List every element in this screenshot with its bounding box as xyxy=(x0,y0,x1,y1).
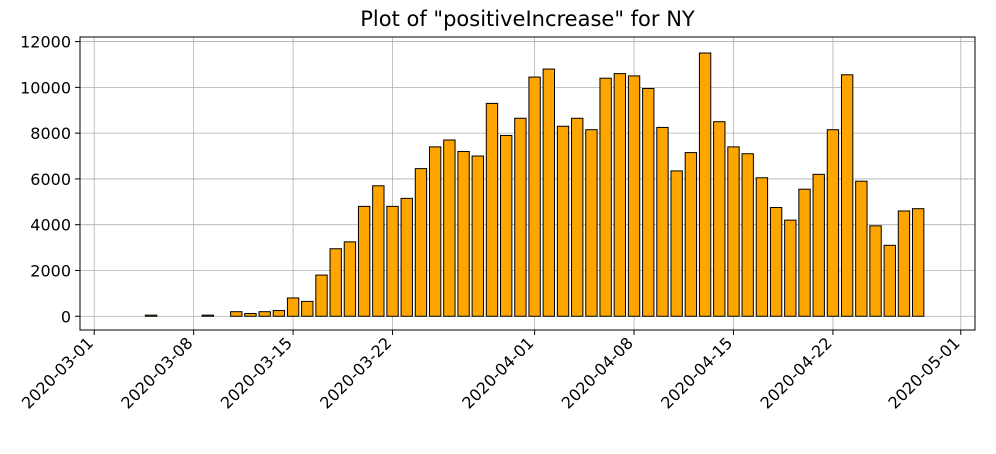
bar xyxy=(471,155,484,317)
bar xyxy=(585,129,598,317)
bar xyxy=(855,180,868,317)
bar xyxy=(627,75,641,317)
y-tick-label: 2000 xyxy=(30,261,71,280)
bar xyxy=(741,153,754,317)
bar xyxy=(571,117,584,317)
bar xyxy=(542,68,555,317)
bar xyxy=(272,310,286,317)
chart-title: Plot of "positiveIncrease" for NY xyxy=(360,7,695,31)
bar xyxy=(400,197,413,317)
bar xyxy=(613,73,627,317)
bar xyxy=(599,77,612,317)
x-tick-label: 2020-04-08 xyxy=(558,333,637,412)
bar xyxy=(372,185,385,317)
x-tick-label: 2020-05-01 xyxy=(884,333,963,412)
y-tick-label: 8000 xyxy=(30,124,71,143)
x-tick-label: 2020-03-22 xyxy=(316,333,395,412)
bar xyxy=(144,314,158,317)
bar xyxy=(329,248,342,317)
x-tick-label: 2020-03-08 xyxy=(117,333,196,412)
bar xyxy=(642,88,655,317)
bar xyxy=(258,311,271,317)
y-tick-label: 10000 xyxy=(20,78,71,97)
bar xyxy=(911,208,925,317)
bar xyxy=(528,76,541,317)
y-tick-label: 12000 xyxy=(20,33,71,52)
bar xyxy=(514,117,527,317)
bar xyxy=(684,152,698,317)
bar xyxy=(301,300,314,317)
bar xyxy=(315,274,328,317)
x-tick-label: 2020-04-15 xyxy=(657,333,736,412)
y-axis: 0 2000 4000 6000 8000 10000 12000 xyxy=(20,33,80,326)
bar xyxy=(826,129,840,317)
bar xyxy=(897,210,911,317)
bar xyxy=(556,125,570,317)
y-tick-label: 6000 xyxy=(30,170,71,189)
bar xyxy=(244,313,257,317)
bar xyxy=(670,170,683,317)
bar xyxy=(201,314,215,317)
bar xyxy=(500,134,513,317)
x-tick-label: 2020-03-15 xyxy=(217,333,296,412)
grid-lines xyxy=(80,37,975,330)
bar xyxy=(414,168,428,317)
bar xyxy=(230,311,243,317)
bar xyxy=(869,225,882,317)
bars-group xyxy=(144,52,925,317)
bar xyxy=(485,102,499,317)
bar xyxy=(457,150,470,317)
bar xyxy=(755,177,769,317)
bar xyxy=(798,188,811,317)
bar xyxy=(357,205,371,317)
bar xyxy=(727,146,740,317)
bar xyxy=(698,52,712,317)
x-tick-label: 2020-04-22 xyxy=(757,333,836,412)
x-tick-label: 2020-04-01 xyxy=(458,333,537,412)
bar xyxy=(443,139,456,317)
bar xyxy=(840,74,854,317)
x-axis: 2020-03-01 2020-03-08 2020-03-15 2020-03-22… xyxy=(18,330,964,413)
bar xyxy=(428,146,442,317)
bar xyxy=(883,244,896,317)
bar xyxy=(386,205,399,317)
bar xyxy=(286,297,300,317)
bar xyxy=(769,207,783,317)
plot-area-frame xyxy=(79,36,976,331)
bar xyxy=(343,241,357,317)
y-tick-label: 4000 xyxy=(30,216,71,235)
bar xyxy=(812,173,825,317)
bar xyxy=(713,121,726,317)
y-tick-label: 0 xyxy=(61,307,71,326)
bar xyxy=(656,126,669,317)
x-tick-label: 2020-03-01 xyxy=(18,333,97,412)
bar xyxy=(784,219,797,317)
